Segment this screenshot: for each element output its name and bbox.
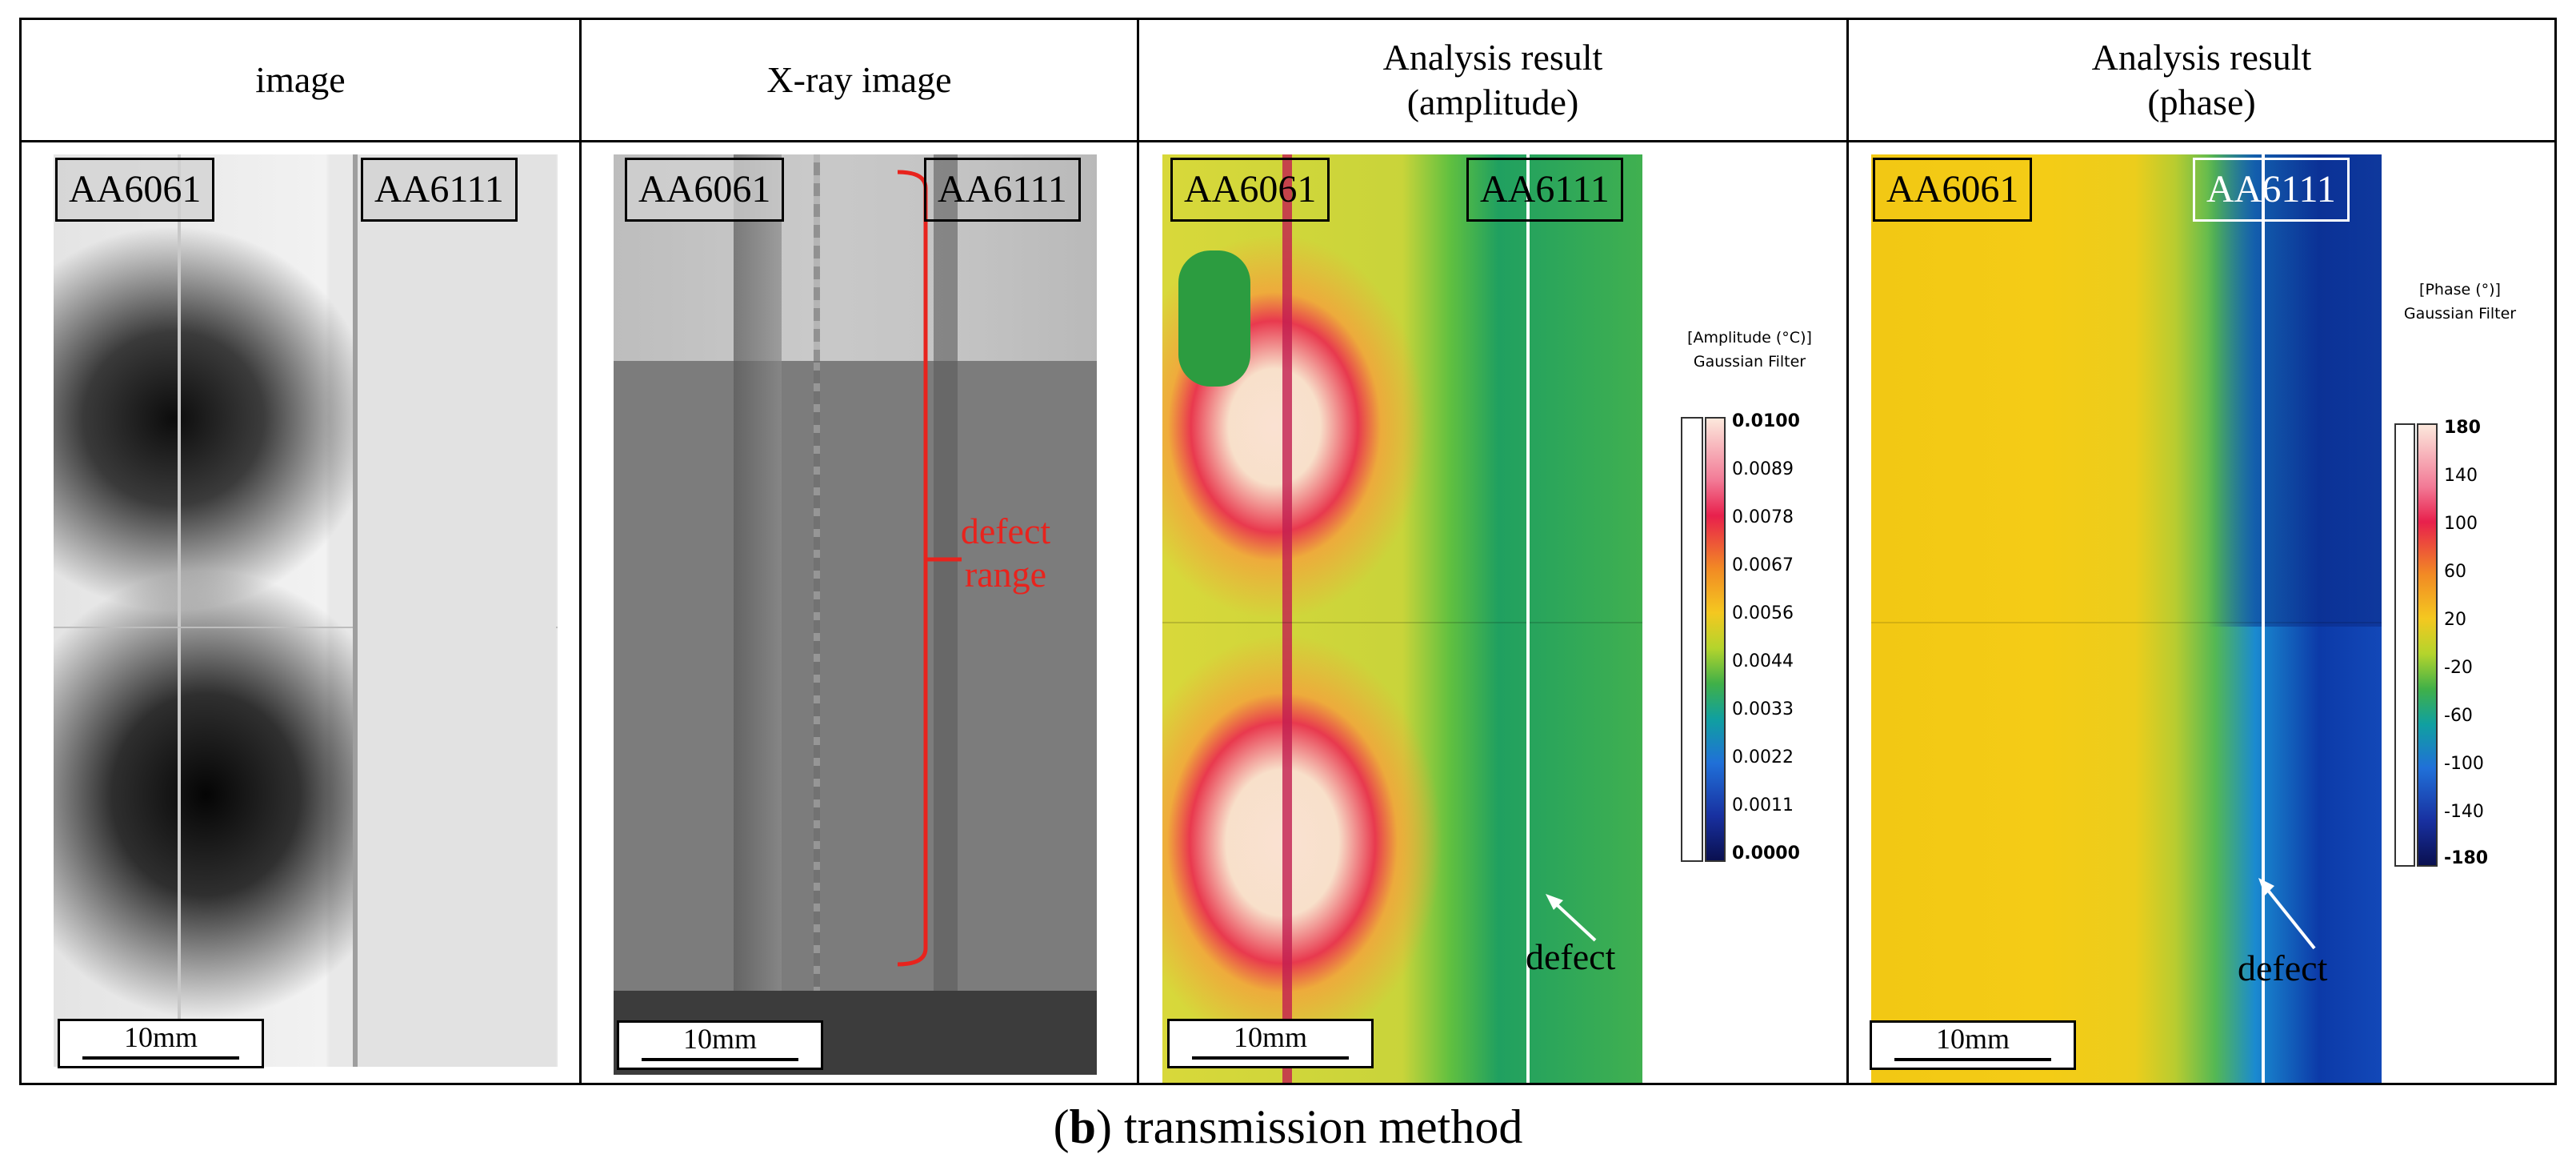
phase-tick-9: -180 [2444,848,2489,868]
amplitude-scale-bar: 10mm [1167,1019,1374,1068]
xray-panel [614,154,1097,1075]
figure-caption: (b) transmission method [1053,1100,1523,1153]
phase-tick-7: -100 [2444,754,2484,774]
phase-tick-6: -60 [2444,706,2473,726]
amplitude-defect-arrow [1546,894,1597,942]
xray-range-word: range [964,554,1047,595]
amplitude-colorbar-gradient [1705,417,1726,862]
amplitude-panel [1162,154,1642,1083]
photo-label-left: AA6061 [55,158,215,222]
photo-seam [54,627,558,628]
header-xray: X-ray image [582,20,1137,140]
amplitude-green-spot [1178,250,1250,387]
phase-label-right: AA6111 [2193,158,2350,222]
phase-tick-0: 180 [2444,418,2481,438]
xray-defect-edge [934,154,958,991]
amplitude-tick-3: 0.0067 [1732,555,1794,575]
xray-scale-line [642,1058,798,1061]
header-phase-line1: Analysis result [2091,37,2312,78]
amplitude-tick-1: 0.0089 [1732,459,1794,479]
phase-defect-arrow [2258,878,2316,950]
amplitude-tick-4: 0.0056 [1732,603,1794,623]
column-divider-2 [1137,20,1139,1083]
phase-seam [1871,622,2382,623]
phase-scale-line [1894,1058,2051,1061]
amplitude-tick-7: 0.0022 [1732,747,1794,767]
phase-tick-1: 140 [2444,466,2478,486]
amplitude-weld-line [1282,154,1292,1083]
phase-label-left: AA6061 [1873,158,2033,222]
photo-weld-line [178,154,181,1067]
header-amplitude: Analysis result (amplitude) [1139,20,1846,140]
header-phase: Analysis result (phase) [1849,20,2554,140]
phase-panel [1871,154,2382,1083]
xray-weld-line [814,154,820,991]
phase-defect-line [2262,154,2265,1083]
xray-defect-bracket [897,170,962,967]
amplitude-tick-2: 0.0078 [1732,507,1794,527]
phase-tick-5: -20 [2444,658,2473,678]
phase-tick-8: -140 [2444,802,2484,822]
photo-panel [54,154,558,1067]
photo-right-plate [356,154,556,1067]
amplitude-tick-8: 0.0011 [1732,795,1794,815]
amplitude-tick-5: 0.0044 [1732,651,1794,671]
header-divider [22,140,2554,142]
amplitude-scale-line [1192,1056,1349,1060]
phase-scale-bar: 10mm [1870,1020,2076,1070]
phase-tick-3: 60 [2444,562,2466,582]
xray-scale-bar: 10mm [617,1020,823,1070]
xray-defect-word: defect [960,511,1051,551]
amplitude-scale-text: 10mm [1233,1021,1307,1053]
amplitude-defect-line [1526,154,1530,1083]
phase-colorbar-title: [Phase (°)] Gaussian Filter [2380,278,2540,326]
phase-colorbar-blank [2394,423,2415,867]
amplitude-tick-9: 0.0000 [1732,843,1800,863]
header-image-text: image [255,59,346,100]
phase-defect-label: defect [2238,948,2328,988]
figure-table: image X-ray image Analysis result (ampli… [19,18,2557,1085]
xray-scale-text: 10mm [682,1023,757,1055]
phase-scale-text: 10mm [1935,1023,2010,1055]
header-amplitude-line2: (amplitude) [1406,82,1579,122]
xray-defect-range-label: defect range [954,510,1058,596]
header-amplitude-line1: Analysis result [1382,37,1603,78]
photo-scale-bar: 10mm [58,1019,264,1068]
photo-plate-edge [353,154,358,1067]
header-image: image [22,20,579,140]
caption-label: b [1069,1100,1097,1153]
amplitude-tick-0: 0.0100 [1732,411,1800,431]
header-xray-text: X-ray image [766,59,952,100]
amplitude-tick-6: 0.0033 [1732,699,1794,719]
xray-label-right: AA6111 [924,158,1081,222]
phase-colorbar-gradient [2417,423,2438,867]
amplitude-colorbar-title-2: Gaussian Filter [1693,353,1806,371]
header-phase-line2: (phase) [2147,82,2256,122]
phase-upper-shade [1871,154,2382,627]
xray-label-left: AA6061 [625,158,785,222]
amplitude-colorbar-title-1: [Amplitude (°C)] [1687,329,1812,347]
amplitude-defect-label: defect [1526,936,1616,977]
photo-scale-line [82,1056,239,1060]
amplitude-colorbar-blank [1681,417,1703,862]
phase-colorbar-title-2: Gaussian Filter [2403,305,2517,323]
amplitude-colorbar-title: [Amplitude (°C)] Gaussian Filter [1670,326,1830,374]
photo-scale-text: 10mm [123,1021,198,1053]
photo-label-right: AA6111 [361,158,518,222]
amplitude-label-left: AA6061 [1170,158,1330,222]
caption-text: transmission method [1112,1100,1523,1153]
amplitude-seam [1162,622,1642,623]
column-divider-1 [579,20,582,1083]
phase-colorbar-title-1: [Phase (°)] [2419,281,2501,299]
phase-tick-4: 20 [2444,610,2466,630]
amplitude-label-right: AA6111 [1466,158,1623,222]
phase-tick-2: 100 [2444,514,2478,534]
column-divider-3 [1846,20,1849,1083]
xray-weld-zone [734,154,782,991]
